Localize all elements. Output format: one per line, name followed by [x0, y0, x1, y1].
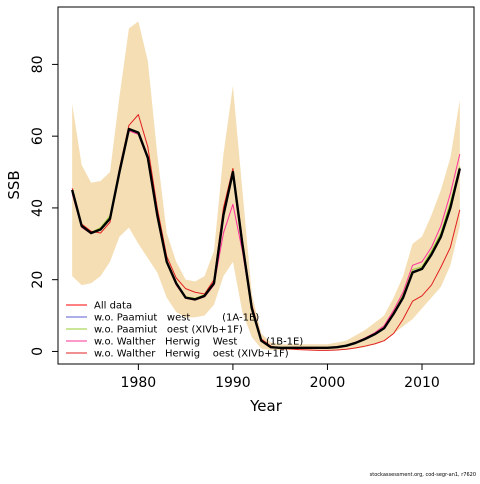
legend-label-4: w.o. Walther Herwig West (1B-1E) — [94, 337, 303, 348]
x-tick-label: 1980 — [121, 375, 157, 391]
x-tick-label: 1990 — [215, 375, 251, 391]
footer-credit: stockassessment.org, cod-segr-an1, r7620 — [369, 472, 476, 478]
legend-label-3: w.o. Paamiut oest (XIVb+1F) — [94, 325, 243, 336]
y-tick-label: 40 — [30, 199, 46, 217]
x-axis-label: Year — [249, 397, 283, 415]
legend-label-2: w.o. Paamiut west (1A-1E) — [94, 313, 259, 324]
legend-label-5: w.o. Walther Herwig oest (XIVb+1F) — [94, 349, 289, 360]
y-axis-label: SSB — [5, 170, 23, 199]
y-tick-label: 20 — [30, 271, 46, 289]
legend-label-1: All data — [94, 301, 132, 312]
series-line-6 — [71, 127, 461, 350]
y-tick-label: 0 — [30, 347, 46, 356]
x-tick-label: 2010 — [404, 375, 440, 391]
y-tick-label: 60 — [30, 127, 46, 145]
y-tick-label: 80 — [30, 55, 46, 73]
x-tick-label: 2000 — [310, 375, 346, 391]
